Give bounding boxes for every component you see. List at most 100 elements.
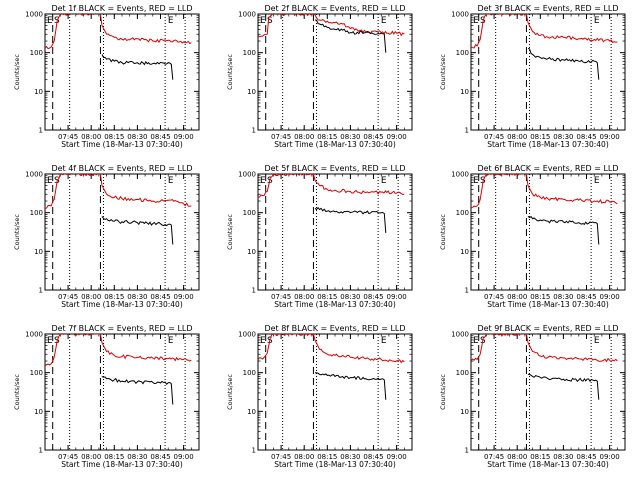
y-tick-label: 10 [34, 248, 43, 256]
y-tick-label: 1 [252, 127, 256, 135]
y-axis-label: Counts/sec [13, 214, 21, 250]
x-tick-label: 08:30 [127, 453, 147, 461]
x-tick-label: 08:15 [317, 453, 337, 461]
x-tick-label: 08:15 [530, 133, 550, 141]
event-marker-e: E [381, 16, 387, 26]
plot-frame [44, 13, 200, 131]
x-tick-label: 07:45 [58, 133, 78, 141]
series-line-events [527, 216, 600, 245]
x-axis-label: Start Time (18-Mar-13 07:30:40) [61, 140, 183, 149]
y-tick-label: 10 [460, 408, 469, 416]
series-group [471, 334, 618, 400]
x-tick-label: 08:30 [340, 293, 360, 301]
y-tick-label: 100 [243, 369, 256, 377]
x-tick-label: 08:15 [104, 133, 124, 141]
series-line-lld [258, 334, 405, 364]
x-tick-label: 07:45 [58, 293, 78, 301]
series-group [471, 174, 618, 245]
event-marker-e: E [381, 336, 387, 346]
y-axis-label: Counts/sec [439, 214, 447, 250]
series-line-events [314, 19, 387, 53]
x-tick-label: 08:30 [127, 133, 147, 141]
y-axis-label: Counts/sec [226, 214, 234, 250]
chart-title: Det 5f BLACK = Events, RED = LLD [264, 164, 405, 173]
y-axis-label: Counts/sec [439, 374, 447, 410]
y-tick-label: 1 [465, 287, 469, 295]
x-axis-label: Start Time (18-Mar-13 07:30:40) [274, 300, 396, 309]
series-line-lld [471, 334, 618, 363]
x-tick-label: 08:00 [81, 133, 101, 141]
x-tick-label: 08:45 [363, 133, 383, 141]
series-group [258, 334, 405, 400]
x-tick-label: 08:00 [294, 293, 314, 301]
series-group [45, 14, 192, 80]
x-tick-label: 09:00 [387, 133, 407, 141]
chart-panel-6: Det 6f BLACK = Events, RED = LLD 1 10 100 10… [439, 164, 626, 309]
chart-title: Det 2f BLACK = Events, RED = LLD [264, 4, 405, 13]
x-axis-label: Start Time (18-Mar-13 07:30:40) [61, 460, 183, 469]
event-marker-e: E [473, 336, 479, 346]
x-tick-label: 08:45 [363, 453, 383, 461]
x-tick-label: 08:45 [150, 293, 170, 301]
x-tick-label: 08:00 [294, 133, 314, 141]
x-axis-label: Start Time (18-Mar-13 07:30:40) [61, 300, 183, 309]
series-line-events [101, 216, 174, 245]
chart-title: Det 8f BLACK = Events, RED = LLD [264, 324, 405, 333]
y-tick-label: 1000 [238, 11, 256, 19]
series-group [45, 174, 192, 245]
x-tick-label: 08:00 [507, 293, 527, 301]
plot-frame [257, 333, 413, 451]
x-axis-label: Start Time (18-Mar-13 07:30:40) [487, 140, 609, 149]
plot-frame [470, 13, 626, 131]
plot-frame [257, 13, 413, 131]
y-tick-label: 100 [456, 209, 469, 217]
x-tick-label: 08:45 [576, 293, 596, 301]
y-tick-label: 1 [465, 447, 469, 455]
event-marker-e: E [168, 176, 174, 186]
x-tick-label: 07:45 [271, 453, 291, 461]
chart-panel-7: Det 7f BLACK = Events, RED = LLD 1 10 100 10… [13, 324, 200, 469]
chart-title: Det 1f BLACK = Events, RED = LLD [51, 4, 192, 13]
y-axis-label: Counts/sec [439, 54, 447, 90]
x-tick-label: 07:45 [484, 133, 504, 141]
x-tick-label: 09:00 [174, 293, 194, 301]
x-tick-label: 07:45 [58, 453, 78, 461]
y-tick-label: 100 [456, 49, 469, 57]
x-tick-label: 07:45 [271, 133, 291, 141]
x-tick-label: 08:30 [553, 133, 573, 141]
y-tick-label: 100 [30, 49, 43, 57]
y-tick-label: 1000 [238, 171, 256, 179]
x-tick-label: 09:00 [387, 293, 407, 301]
event-marker-e: E [473, 16, 479, 26]
series-group [258, 174, 405, 233]
x-tick-label: 08:15 [530, 293, 550, 301]
chart-title: Det 4f BLACK = Events, RED = LLD [51, 164, 192, 173]
event-marker-e: E [47, 336, 53, 346]
event-marker-e: E [381, 176, 387, 186]
y-tick-label: 10 [34, 408, 43, 416]
y-tick-label: 1000 [451, 331, 469, 339]
chart-title: Det 6f BLACK = Events, RED = LLD [477, 164, 618, 173]
y-tick-label: 10 [460, 88, 469, 96]
y-tick-label: 1000 [451, 171, 469, 179]
x-tick-label: 09:00 [600, 133, 620, 141]
chart-panel-4: Det 4f BLACK = Events, RED = LLD 1 10 100 10… [13, 164, 200, 309]
x-tick-label: 08:45 [363, 293, 383, 301]
series-line-events [527, 47, 600, 80]
chart-title: Det 7f BLACK = Events, RED = LLD [51, 324, 192, 333]
series-line-lld [471, 14, 618, 49]
plot-frame [44, 333, 200, 451]
x-tick-label: 08:45 [576, 133, 596, 141]
y-tick-label: 1 [39, 287, 43, 295]
series-group [258, 14, 405, 53]
series-line-events [101, 54, 174, 80]
y-axis-label: Counts/sec [226, 374, 234, 410]
series-line-events [314, 372, 387, 400]
event-marker-e: E [473, 176, 479, 186]
y-tick-label: 100 [30, 209, 43, 217]
chart-title: Det 9f BLACK = Events, RED = LLD [477, 324, 618, 333]
plot-frame [470, 333, 626, 451]
event-marker-s: S [267, 16, 273, 26]
y-tick-label: 1 [39, 127, 43, 135]
y-tick-label: 100 [243, 209, 256, 217]
